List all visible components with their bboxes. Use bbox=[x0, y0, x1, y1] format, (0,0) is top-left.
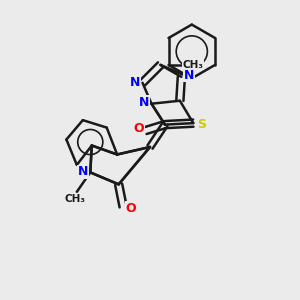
Text: O: O bbox=[134, 122, 144, 135]
Text: CH₃: CH₃ bbox=[65, 194, 86, 204]
Text: S: S bbox=[197, 118, 206, 131]
Text: N: N bbox=[130, 76, 140, 89]
Text: CH₃: CH₃ bbox=[183, 60, 204, 70]
Text: N: N bbox=[139, 96, 149, 109]
Text: N: N bbox=[78, 165, 88, 178]
Text: O: O bbox=[125, 202, 136, 215]
Text: N: N bbox=[184, 69, 194, 82]
